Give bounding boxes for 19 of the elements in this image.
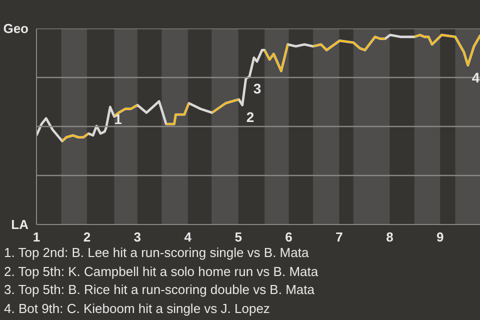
text: LA — [11, 217, 30, 232]
x-tick-label: 1 — [32, 230, 40, 244]
x-tick-label: 3 — [134, 230, 142, 244]
text: Geo — [3, 21, 29, 36]
x-tick-label: 7 — [336, 230, 343, 244]
text: 4. Bot 9th: C. Kieboom hit a single vs J. Lopez — [4, 300, 271, 318]
x-tick-label: 9 — [436, 230, 444, 244]
annotation: 3 — [253, 80, 262, 97]
x-tick-label: 5 — [234, 230, 242, 244]
x-tick-label: 2 — [83, 230, 91, 244]
annotation: 1 — [114, 110, 122, 127]
annotation: 2 — [246, 109, 254, 126]
text: 3. Top 5th: B. Rice hit a run-scoring double vs B. Mata — [4, 281, 316, 300]
x-tick-label: 8 — [386, 230, 394, 244]
text: 2. Top 5th: K. Campbell hit a solo home run vs B. Mata — [4, 262, 318, 281]
x-tick-label: 6 — [285, 230, 292, 244]
annotation: 4 — [472, 69, 480, 86]
text: 1. Top 2nd: B. Lee hit a run-scoring single vs B. Mata — [4, 244, 310, 262]
x-tick-label: 4 — [184, 230, 192, 244]
